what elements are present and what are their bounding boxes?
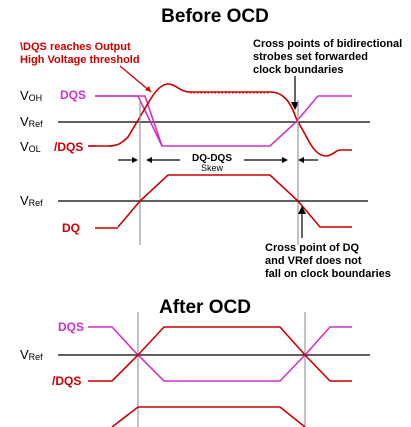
after-signal-label-dqs: DQS xyxy=(58,320,84,334)
signal-label-dqs: DQS xyxy=(60,88,86,102)
after-signal-label-ndqs: /DQS xyxy=(52,374,81,388)
after-ocd-title: After OCD xyxy=(159,297,251,318)
skew-arrow-left2-head xyxy=(146,157,152,163)
label-vref-2: VRef xyxy=(20,193,43,208)
annotation-cross-bidir-line1: Cross points of bidirectional xyxy=(253,38,402,50)
waveform-dq-upper xyxy=(117,174,352,228)
label-vol: VOL xyxy=(20,139,41,154)
skew-arrow-left-head xyxy=(132,157,138,163)
annotation-threshold-line1: \DQS reaches Output xyxy=(20,41,131,53)
label-vref-1: VRef xyxy=(20,114,43,129)
annotation-cross-dq-line3: fall on clock boundaries xyxy=(265,268,391,280)
skew-arrow-right-head xyxy=(282,157,288,163)
signal-label-dq: DQ xyxy=(62,221,80,235)
waveform-ndqs-before xyxy=(88,83,352,157)
waveform-dqs-before xyxy=(95,95,352,147)
after-waveform-dq xyxy=(111,406,306,427)
before-ocd-title: Before OCD xyxy=(161,6,269,27)
skew-label-line1: DQ-DQS xyxy=(192,153,232,164)
after-waveform-dqs xyxy=(88,326,352,382)
annotation-cross-dq-line2: and VRef does not xyxy=(265,255,362,267)
skew-label-line2: Skew xyxy=(201,163,224,173)
signal-label-ndqs: /DQS xyxy=(54,140,83,154)
annotation-cross-bidir-line3: clock boundaries xyxy=(253,64,343,76)
annotation-cross-bidir-line2: strobes set forwarded xyxy=(253,51,368,63)
skew-arrow-right2-head xyxy=(298,157,304,163)
annotation-threshold-arrowhead xyxy=(145,86,151,92)
annotation-cross-dq-arrowhead xyxy=(298,206,306,214)
after-waveform-ndqs xyxy=(88,326,352,382)
annotation-threshold-arrow xyxy=(119,65,152,93)
annotation-cross-bidir-arrowhead xyxy=(291,102,299,110)
annotation-threshold-line2: High Voltage threshold xyxy=(20,54,140,66)
after-label-vref: VRef xyxy=(20,347,43,362)
label-voh: VOH xyxy=(20,88,42,103)
annotation-cross-dq-line1: Cross point of DQ xyxy=(265,242,360,254)
waveform-dqs-before-lead xyxy=(95,95,163,147)
